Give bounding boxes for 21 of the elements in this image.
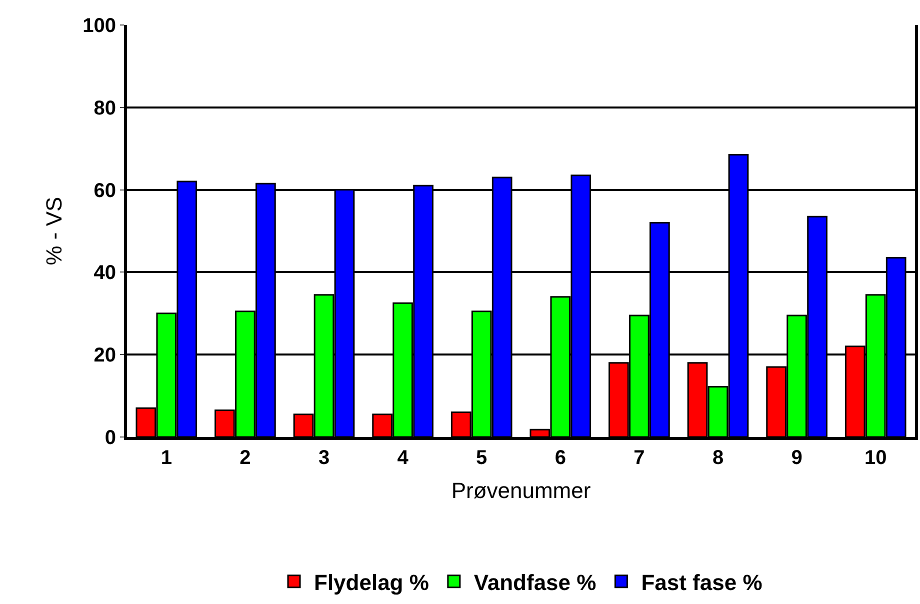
legend-label: Fast fase % xyxy=(641,570,762,595)
x-tick-label: 1 xyxy=(160,447,172,469)
y-tick-label: 60 xyxy=(94,180,116,202)
y-tick-label: 40 xyxy=(94,262,116,284)
x-tick-label: 10 xyxy=(864,447,887,469)
x-axis-title: Prøvenummer xyxy=(451,478,591,503)
x-tick-label: 8 xyxy=(712,447,724,469)
y-axis-title: % - VS xyxy=(41,196,66,266)
y-tick-label: 20 xyxy=(94,344,116,367)
y-tick-label: 100 xyxy=(82,15,116,37)
legend-label: Flydelag % xyxy=(314,570,429,595)
x-tick-label: 6 xyxy=(554,447,566,469)
x-tick-label: 9 xyxy=(791,447,802,469)
legend-label: Vandfase % xyxy=(474,570,596,595)
y-tick-label: 80 xyxy=(94,97,116,120)
y-tick-label: 0 xyxy=(104,427,116,449)
x-tick-label: 7 xyxy=(634,447,645,469)
x-tick-label: 4 xyxy=(397,447,410,469)
x-tick-label: 5 xyxy=(476,447,488,469)
x-tick-label: 3 xyxy=(318,447,330,469)
x-tick-label: 2 xyxy=(240,447,251,469)
